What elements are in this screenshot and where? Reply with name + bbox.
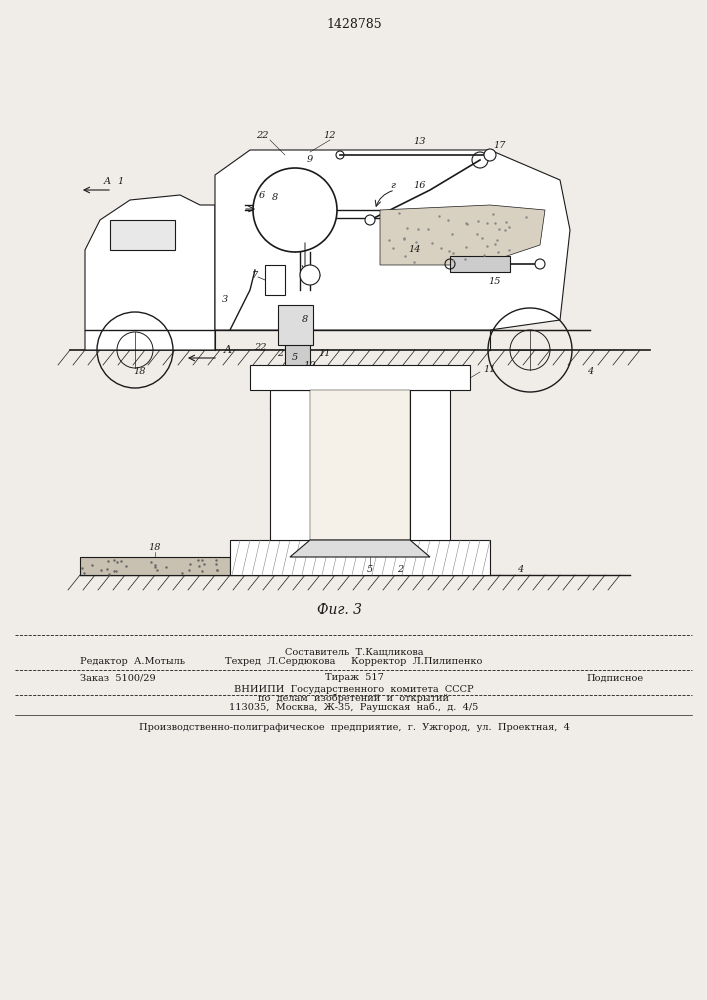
Bar <box>278 305 313 345</box>
Text: 22: 22 <box>256 130 268 139</box>
Bar <box>285 330 310 400</box>
Text: 8: 8 <box>302 316 308 324</box>
Circle shape <box>484 149 496 161</box>
Text: 10: 10 <box>304 361 316 370</box>
Text: 17: 17 <box>493 140 506 149</box>
Text: 8: 8 <box>272 194 278 202</box>
Text: 1428785: 1428785 <box>326 18 382 31</box>
Text: 14: 14 <box>409 245 421 254</box>
Text: 7: 7 <box>252 270 258 279</box>
Polygon shape <box>110 220 175 250</box>
Polygon shape <box>410 390 450 540</box>
Polygon shape <box>85 195 215 350</box>
Text: 22: 22 <box>254 344 267 353</box>
Text: 113035,  Москва,  Ж-35,  Раушская  наб.,  д.  4/5: 113035, Москва, Ж-35, Раушская наб., д. … <box>229 702 479 712</box>
Text: 6: 6 <box>259 192 265 200</box>
Polygon shape <box>380 205 545 265</box>
Polygon shape <box>230 540 490 575</box>
Circle shape <box>535 259 545 269</box>
Text: Производственно-полиграфическое  предприятие,  г.  Ужгород,  ул.  Проектная,  4: Производственно-полиграфическое предприя… <box>139 724 569 732</box>
Polygon shape <box>250 365 470 390</box>
Text: ВНИИПИ  Государственного  комитета  СССР: ВНИИПИ Государственного комитета СССР <box>234 684 474 694</box>
Polygon shape <box>215 150 570 330</box>
Text: 11: 11 <box>319 349 332 358</box>
Text: 2: 2 <box>277 349 283 358</box>
Bar <box>265 265 285 295</box>
Text: 13: 13 <box>414 137 426 146</box>
Text: Подписное: Подписное <box>586 674 643 682</box>
Polygon shape <box>310 390 410 540</box>
Text: Заказ  5100/29: Заказ 5100/29 <box>80 674 156 682</box>
Text: г: г <box>390 180 395 190</box>
Text: 4: 4 <box>517 566 523 574</box>
Text: Фиг. 3: Фиг. 3 <box>317 603 363 617</box>
Text: 18: 18 <box>148 544 161 552</box>
Polygon shape <box>80 557 230 575</box>
Text: Тираж  517: Тираж 517 <box>325 674 383 682</box>
Text: Техред  Л.Сердюкова     Корректор  Л.Пилипенко: Техред Л.Сердюкова Корректор Л.Пилипенко <box>226 658 483 666</box>
Text: 2: 2 <box>397 566 403 574</box>
Polygon shape <box>290 540 430 557</box>
Circle shape <box>253 168 337 252</box>
Text: 4: 4 <box>587 367 593 376</box>
Bar <box>450 256 510 272</box>
Polygon shape <box>270 390 310 540</box>
Text: 18: 18 <box>134 367 146 376</box>
Text: 5: 5 <box>367 566 373 574</box>
Text: 5: 5 <box>292 354 298 362</box>
Circle shape <box>300 265 320 285</box>
Text: 9: 9 <box>307 155 313 164</box>
Bar <box>270 398 325 410</box>
Text: Фиг. 1: Фиг. 1 <box>317 398 363 412</box>
Text: 3: 3 <box>222 296 228 304</box>
Text: Составитель  Т.Кащликова: Составитель Т.Кащликова <box>285 648 423 656</box>
Text: 16: 16 <box>414 180 426 190</box>
Text: 11: 11 <box>484 365 496 374</box>
Text: A: A <box>224 345 232 355</box>
Text: 1: 1 <box>117 178 123 186</box>
Text: A: A <box>103 178 110 186</box>
Circle shape <box>365 215 375 225</box>
Text: 12: 12 <box>324 130 337 139</box>
Text: 15: 15 <box>489 277 501 286</box>
Text: по  делам  изобретений  и  открытий: по делам изобретений и открытий <box>259 693 450 703</box>
Text: Редактор  А.Мотыль: Редактор А.Мотыль <box>80 658 185 666</box>
